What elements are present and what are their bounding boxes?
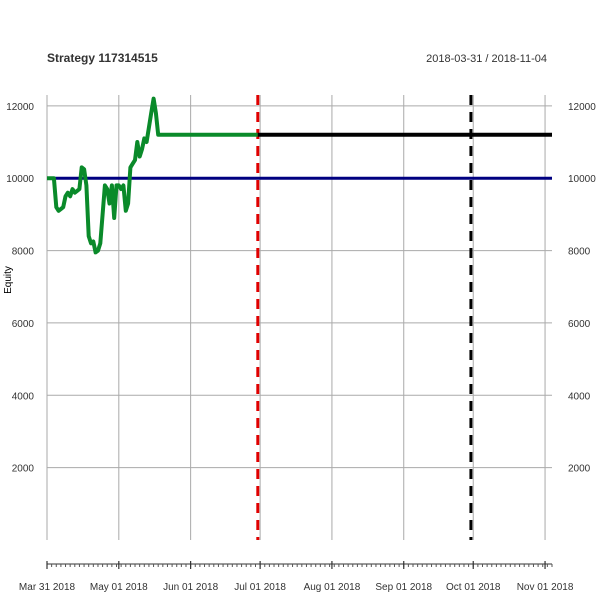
y-tick-label-left: 2000 bbox=[12, 464, 35, 475]
x-tick-label: Mar 31 2018 bbox=[19, 582, 76, 593]
x-tick-label: Oct 01 2018 bbox=[446, 582, 501, 593]
x-axis: Mar 31 2018 May 01 2018 Jun 01 2018 Jul 01 … bbox=[19, 561, 574, 593]
y-tick-label-right: 10000 bbox=[568, 174, 596, 185]
y-tick-label-left: 12000 bbox=[6, 102, 34, 113]
x-tick-label: Jul 01 2018 bbox=[234, 582, 286, 593]
chart-date-range: 2018-03-31 / 2018-11-04 bbox=[426, 53, 547, 65]
x-tick-label: Nov 01 2018 bbox=[517, 582, 574, 593]
y-tick-label-left: 10000 bbox=[6, 174, 34, 185]
x-tick-label: May 01 2018 bbox=[90, 582, 148, 593]
y-axis-label: Equity bbox=[3, 266, 14, 294]
series-layer bbox=[47, 96, 552, 255]
y-tick-label-left: 8000 bbox=[12, 247, 35, 258]
y-tick-label-right: 8000 bbox=[568, 247, 591, 258]
y-axis-ticks: 2000 2000 4000 4000 6000 6000 8000 8000 10000 100… bbox=[6, 102, 596, 475]
chart-title: Strategy 117314515 bbox=[47, 51, 158, 65]
y-tick-label-right: 2000 bbox=[568, 464, 591, 475]
y-tick-label-right: 12000 bbox=[568, 102, 596, 113]
y-tick-label-left: 4000 bbox=[12, 391, 35, 402]
y-tick-label-right: 4000 bbox=[568, 391, 591, 402]
x-tick-label: Jun 01 2018 bbox=[163, 582, 218, 593]
reference-lines bbox=[47, 95, 552, 540]
y-tick-label-left: 6000 bbox=[12, 319, 35, 330]
x-tick-label: Sep 01 2018 bbox=[375, 582, 432, 593]
grid-lines bbox=[46, 95, 552, 540]
equity-series-line-1 bbox=[47, 96, 258, 255]
x-tick-label: Aug 01 2018 bbox=[304, 582, 361, 593]
y-tick-label-right: 6000 bbox=[568, 319, 591, 330]
